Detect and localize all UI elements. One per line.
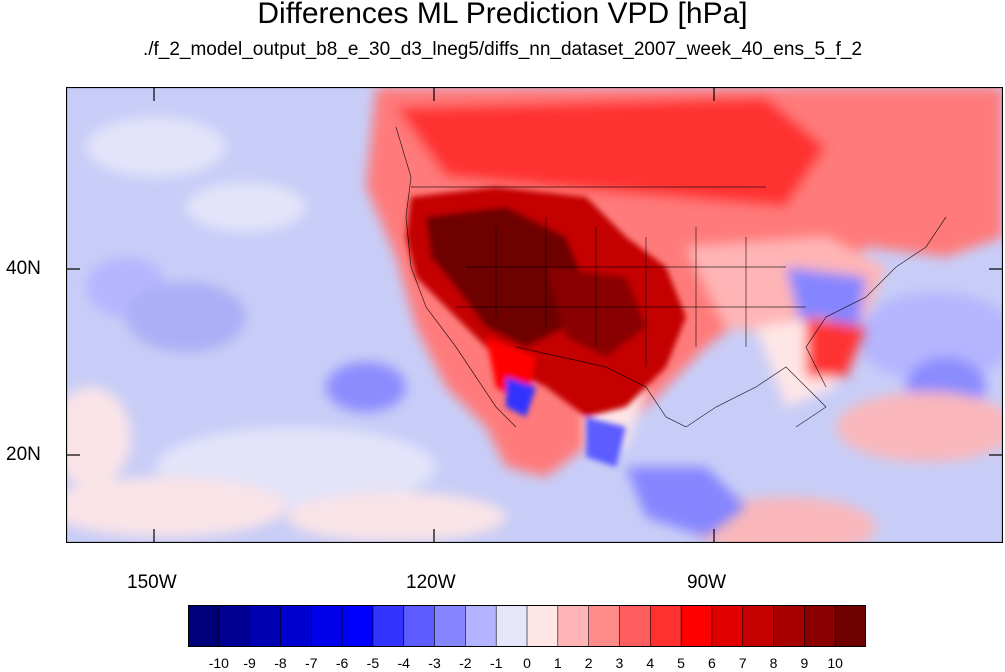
colorbar-swatch [465, 605, 497, 647]
map-plot [66, 87, 1003, 543]
lat-label-40n: 40N [6, 258, 41, 279]
colorbar-label: -10 [208, 655, 229, 671]
colorbar-label: -2 [459, 655, 472, 671]
colorbar-label: 4 [646, 655, 655, 671]
colorbar-label: -7 [305, 655, 318, 671]
vpd-field [66, 87, 1003, 543]
colorbar-swatch [526, 605, 559, 647]
lon-label-120w: 120W [406, 572, 456, 593]
colorbar-swatch [649, 605, 682, 647]
colorbar-label: 10 [827, 655, 843, 671]
colorbar-swatch [773, 605, 806, 647]
colorbar-swatch [310, 605, 343, 647]
colorbar-label: -5 [366, 655, 380, 671]
colorbar-swatch [804, 605, 836, 647]
colorbar-label: 3 [615, 655, 624, 671]
colorbar-swatch [434, 605, 467, 647]
colorbar-label: 5 [677, 655, 685, 671]
colorbar-frame [188, 605, 866, 647]
map-subtitle: ./f_2_model_output_b8_e_30_d3_lneg5/diff… [142, 39, 863, 60]
colorbar-swatch [742, 605, 775, 647]
colorbar-swatch [680, 605, 713, 647]
map-ticks [66, 87, 1003, 543]
colorbar-label: -6 [335, 655, 349, 671]
colorbar-swatch [341, 605, 374, 647]
colorbar-swatch [188, 605, 220, 647]
colorbar-label: -4 [397, 655, 410, 671]
colorbar-swatch [711, 605, 744, 647]
colorbar [188, 605, 866, 647]
colorbar-label: 7 [738, 655, 747, 671]
lon-label-90w: 90W [687, 572, 727, 593]
colorbar-swatch [495, 605, 528, 647]
colorbar-label: 9 [800, 655, 809, 671]
colorbar-label: 0 [523, 655, 531, 671]
colorbar-swatch [557, 605, 590, 647]
colorbar-swatch [588, 605, 621, 647]
colorbar-swatch [218, 605, 251, 647]
map-title: Differences ML Prediction VPD [hPa] [257, 0, 748, 30]
colorbar-label: -3 [428, 655, 441, 671]
colorbar-label: 2 [584, 655, 593, 671]
colorbar-label: 8 [769, 655, 778, 671]
colorbar-label: -9 [243, 655, 256, 671]
colorbar-label: -1 [489, 655, 503, 671]
colorbar-swatch [619, 605, 652, 647]
colorbar-swatch [249, 605, 282, 647]
colorbar-swatch [372, 605, 405, 647]
lat-label-20n: 20N [6, 444, 41, 465]
colorbar-swatch [403, 605, 436, 647]
colorbar-label: 6 [708, 655, 716, 671]
colorbar-label: -8 [274, 655, 287, 671]
lon-label-150w: 150W [127, 572, 177, 593]
colorbar-label: 1 [553, 655, 562, 671]
colorbar-swatch [280, 605, 313, 647]
colorbar-swatch [834, 605, 866, 647]
